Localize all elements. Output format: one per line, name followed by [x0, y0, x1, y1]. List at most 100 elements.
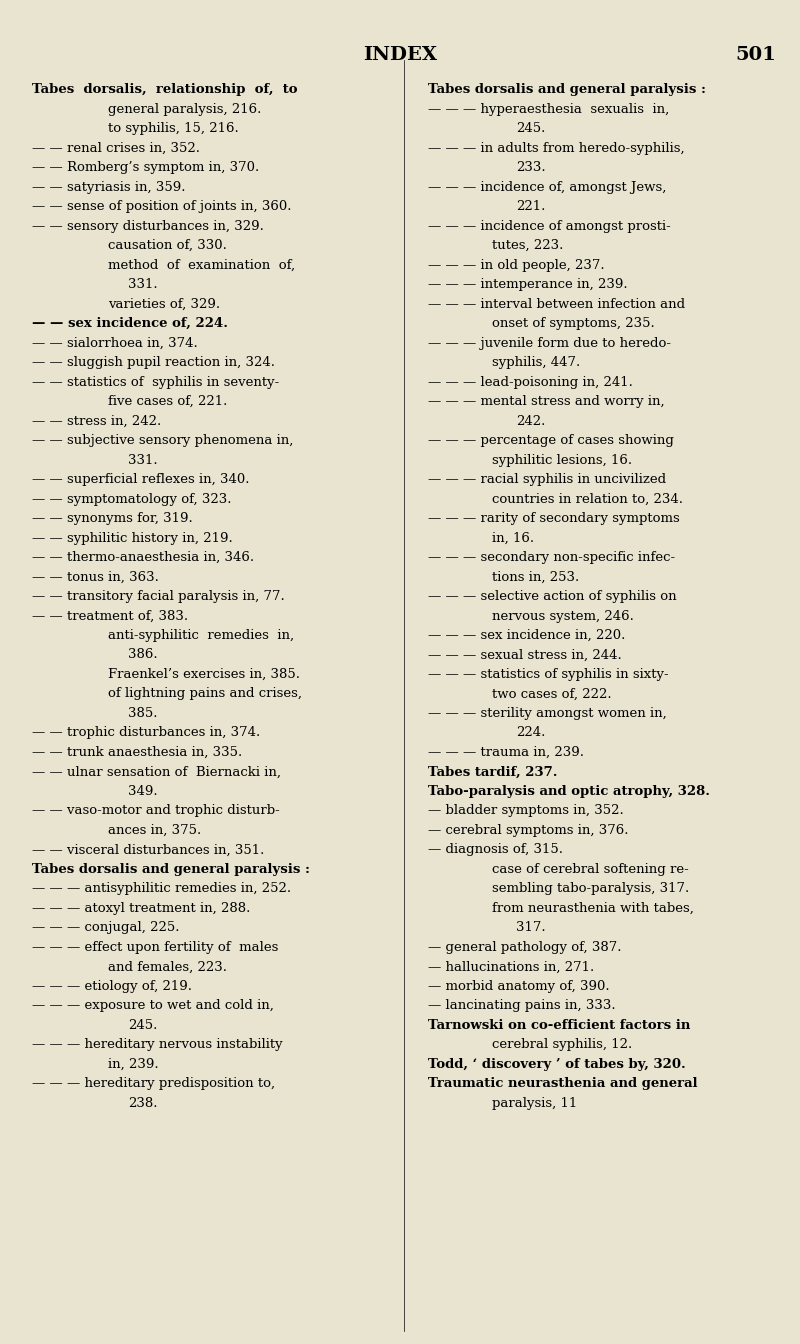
Text: — — — exposure to wet and cold in,: — — — exposure to wet and cold in,: [32, 999, 274, 1012]
Text: 245.: 245.: [516, 122, 546, 136]
Text: — hallucinations in, 271.: — hallucinations in, 271.: [428, 960, 594, 973]
Text: — diagnosis of, 315.: — diagnosis of, 315.: [428, 843, 563, 856]
Text: — — treatment of, 383.: — — treatment of, 383.: [32, 609, 188, 622]
Text: five cases of, 221.: five cases of, 221.: [108, 395, 227, 409]
Text: — — — hereditary nervous instability: — — — hereditary nervous instability: [32, 1038, 282, 1051]
Text: — — sensory disturbances in, 329.: — — sensory disturbances in, 329.: [32, 219, 264, 233]
Text: — — — in adults from heredo-syphilis,: — — — in adults from heredo-syphilis,: [428, 142, 685, 155]
Text: — — — interval between infection and: — — — interval between infection and: [428, 297, 685, 310]
Text: — — statistics of  syphilis in seventy-: — — statistics of syphilis in seventy-: [32, 375, 279, 388]
Text: case of cerebral softening re-: case of cerebral softening re-: [492, 863, 689, 876]
Text: syphilis, 447.: syphilis, 447.: [492, 356, 580, 370]
Text: — cerebral symptoms in, 376.: — cerebral symptoms in, 376.: [428, 824, 629, 837]
Text: — — — secondary non-specific infec-: — — — secondary non-specific infec-: [428, 551, 675, 564]
Text: — lancinating pains in, 333.: — lancinating pains in, 333.: [428, 999, 616, 1012]
Text: — — Romberg’s symptom in, 370.: — — Romberg’s symptom in, 370.: [32, 161, 259, 175]
Text: — — vaso-motor and trophic disturb-: — — vaso-motor and trophic disturb-: [32, 804, 280, 817]
Text: 317.: 317.: [516, 921, 546, 934]
Text: — — — selective action of syphilis on: — — — selective action of syphilis on: [428, 590, 677, 603]
Text: 331.: 331.: [128, 453, 158, 466]
Text: — — — hereditary predisposition to,: — — — hereditary predisposition to,: [32, 1077, 275, 1090]
Text: paralysis, 11: paralysis, 11: [492, 1097, 578, 1110]
Text: in, 16.: in, 16.: [492, 531, 534, 544]
Text: — — trophic disturbances in, 374.: — — trophic disturbances in, 374.: [32, 726, 260, 739]
Text: and females, 223.: and females, 223.: [108, 960, 227, 973]
Text: — — transitory facial paralysis in, 77.: — — transitory facial paralysis in, 77.: [32, 590, 285, 603]
Text: 238.: 238.: [128, 1097, 158, 1110]
Text: — morbid anatomy of, 390.: — morbid anatomy of, 390.: [428, 980, 610, 993]
Text: 242.: 242.: [516, 414, 546, 427]
Text: — — visceral disturbances in, 351.: — — visceral disturbances in, 351.: [32, 843, 264, 856]
Text: — — subjective sensory phenomena in,: — — subjective sensory phenomena in,: [32, 434, 294, 448]
Text: to syphilis, 15, 216.: to syphilis, 15, 216.: [108, 122, 238, 136]
Text: 349.: 349.: [128, 785, 158, 798]
Text: — — trunk anaesthesia in, 335.: — — trunk anaesthesia in, 335.: [32, 746, 242, 759]
Text: — — — mental stress and worry in,: — — — mental stress and worry in,: [428, 395, 665, 409]
Text: tutes, 223.: tutes, 223.: [492, 239, 563, 253]
Text: syphilitic lesions, 16.: syphilitic lesions, 16.: [492, 453, 632, 466]
Text: — — — statistics of syphilis in sixty-: — — — statistics of syphilis in sixty-: [428, 668, 669, 681]
Text: varieties of, 329.: varieties of, 329.: [108, 297, 220, 310]
Text: — general pathology of, 387.: — general pathology of, 387.: [428, 941, 622, 954]
Text: — — — lead-poisoning in, 241.: — — — lead-poisoning in, 241.: [428, 375, 633, 388]
Text: 221.: 221.: [516, 200, 546, 214]
Text: — — sex incidence of, 224.: — — sex incidence of, 224.: [32, 317, 228, 331]
Text: nervous system, 246.: nervous system, 246.: [492, 609, 634, 622]
Text: tions in, 253.: tions in, 253.: [492, 570, 579, 583]
Text: Tabo-paralysis and optic atrophy, 328.: Tabo-paralysis and optic atrophy, 328.: [428, 785, 710, 798]
Text: — — — etiology of, 219.: — — — etiology of, 219.: [32, 980, 192, 993]
Text: — — — effect upon fertility of  males: — — — effect upon fertility of males: [32, 941, 278, 954]
Text: — — — incidence of amongst prosti-: — — — incidence of amongst prosti-: [428, 219, 670, 233]
Text: — — — juvenile form due to heredo-: — — — juvenile form due to heredo-: [428, 336, 671, 349]
Text: two cases of, 222.: two cases of, 222.: [492, 687, 612, 700]
Text: general paralysis, 216.: general paralysis, 216.: [108, 103, 262, 116]
Text: INDEX: INDEX: [363, 46, 437, 63]
Text: 233.: 233.: [516, 161, 546, 175]
Text: — — — rarity of secondary symptoms: — — — rarity of secondary symptoms: [428, 512, 680, 526]
Text: Traumatic neurasthenia and general: Traumatic neurasthenia and general: [428, 1077, 698, 1090]
Text: — — — percentage of cases showing: — — — percentage of cases showing: [428, 434, 674, 448]
Text: 245.: 245.: [128, 1019, 158, 1032]
Text: countries in relation to, 234.: countries in relation to, 234.: [492, 492, 683, 505]
Text: — — — sex incidence in, 220.: — — — sex incidence in, 220.: [428, 629, 626, 642]
Text: — — stress in, 242.: — — stress in, 242.: [32, 414, 162, 427]
Text: sembling tabo-paralysis, 317.: sembling tabo-paralysis, 317.: [492, 882, 690, 895]
Text: — — — racial syphilis in uncivilized: — — — racial syphilis in uncivilized: [428, 473, 666, 487]
Text: 386.: 386.: [128, 648, 158, 661]
Text: Tabes dorsalis and general paralysis :: Tabes dorsalis and general paralysis :: [428, 83, 706, 97]
Text: — — ulnar sensation of  Biernacki in,: — — ulnar sensation of Biernacki in,: [32, 765, 281, 778]
Text: Fraenkel’s exercises in, 385.: Fraenkel’s exercises in, 385.: [108, 668, 300, 681]
Text: 224.: 224.: [516, 726, 546, 739]
Text: 501: 501: [735, 46, 776, 63]
Text: — — — incidence of, amongst Jews,: — — — incidence of, amongst Jews,: [428, 180, 666, 194]
Text: — — — hyperaesthesia  sexualis  in,: — — — hyperaesthesia sexualis in,: [428, 103, 670, 116]
Text: — — syphilitic history in, 219.: — — syphilitic history in, 219.: [32, 531, 233, 544]
Text: — — superficial reflexes in, 340.: — — superficial reflexes in, 340.: [32, 473, 250, 487]
Text: — — — atoxyl treatment in, 288.: — — — atoxyl treatment in, 288.: [32, 902, 250, 915]
Text: — — — antisyphilitic remedies in, 252.: — — — antisyphilitic remedies in, 252.: [32, 882, 291, 895]
Text: Tabes tardif, 237.: Tabes tardif, 237.: [428, 765, 558, 778]
Text: cerebral syphilis, 12.: cerebral syphilis, 12.: [492, 1038, 632, 1051]
Text: — — — conjugal, 225.: — — — conjugal, 225.: [32, 921, 179, 934]
Text: — — — in old people, 237.: — — — in old people, 237.: [428, 258, 605, 271]
Text: — — — intemperance in, 239.: — — — intemperance in, 239.: [428, 278, 628, 292]
Text: — — — trauma in, 239.: — — — trauma in, 239.: [428, 746, 584, 759]
Text: causation of, 330.: causation of, 330.: [108, 239, 227, 253]
Text: 331.: 331.: [128, 278, 158, 292]
Text: Tarnowski on co-efficient factors in: Tarnowski on co-efficient factors in: [428, 1019, 690, 1032]
Text: — — — sexual stress in, 244.: — — — sexual stress in, 244.: [428, 648, 622, 661]
Text: — — sialorrhoea in, 374.: — — sialorrhoea in, 374.: [32, 336, 198, 349]
Text: — — renal crises in, 352.: — — renal crises in, 352.: [32, 142, 200, 155]
Text: — — satyriasis in, 359.: — — satyriasis in, 359.: [32, 180, 186, 194]
Text: — — sense of position of joints in, 360.: — — sense of position of joints in, 360.: [32, 200, 291, 214]
Text: ances in, 375.: ances in, 375.: [108, 824, 202, 837]
Text: of lightning pains and crises,: of lightning pains and crises,: [108, 687, 302, 700]
Text: Tabes  dorsalis,  relationship  of,  to: Tabes dorsalis, relationship of, to: [32, 83, 298, 97]
Text: Tabes dorsalis and general paralysis :: Tabes dorsalis and general paralysis :: [32, 863, 310, 876]
Text: — — tonus in, 363.: — — tonus in, 363.: [32, 570, 159, 583]
Text: from neurasthenia with tabes,: from neurasthenia with tabes,: [492, 902, 694, 915]
Text: — bladder symptoms in, 352.: — bladder symptoms in, 352.: [428, 804, 624, 817]
Text: — — synonyms for, 319.: — — synonyms for, 319.: [32, 512, 193, 526]
Text: Todd, ‘ discovery ’ of tabes by, 320.: Todd, ‘ discovery ’ of tabes by, 320.: [428, 1058, 686, 1071]
Text: anti-syphilitic  remedies  in,: anti-syphilitic remedies in,: [108, 629, 294, 642]
